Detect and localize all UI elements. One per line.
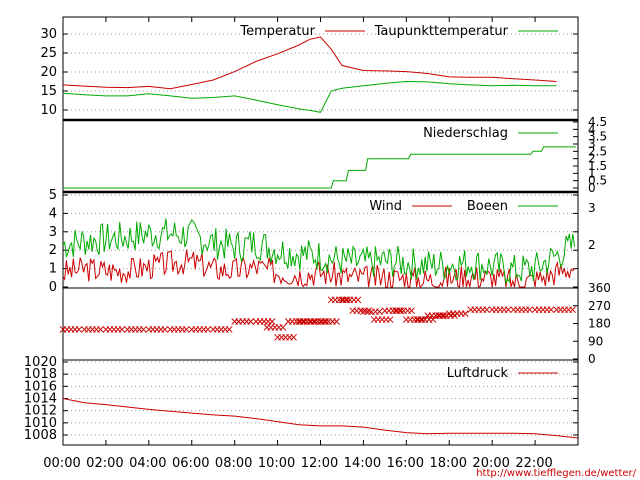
- y-tick-label: 0: [49, 280, 57, 295]
- x-tick-label: 20:00: [472, 456, 509, 471]
- x-tick-label: 04:00: [129, 456, 166, 471]
- y-tick-label: 3: [49, 225, 57, 240]
- x-tick-label: 10:00: [258, 456, 295, 471]
- direction-marker: [397, 307, 405, 315]
- y-tick-label: 1008: [24, 428, 57, 443]
- y-tick-label-right: 180: [588, 317, 611, 331]
- pressure-legend-label: Luftdruck: [447, 366, 509, 381]
- x-tick-label: 12:00: [301, 456, 338, 471]
- y-tick-label-right: 270: [588, 299, 611, 313]
- temperature-line: [62, 36, 557, 90]
- direction-marker: [161, 326, 169, 333]
- wind-legend-label: Wind: [369, 199, 402, 214]
- y-tick-label: 15: [40, 84, 57, 99]
- direction-marker: [118, 326, 126, 333]
- x-tick-label: 16:00: [387, 456, 424, 471]
- y-tick-label: 25: [40, 46, 57, 61]
- y-tick-label-right: 4.5: [588, 115, 607, 129]
- direction-marker: [225, 326, 233, 333]
- y-tick-label-right: 2.5: [588, 144, 607, 158]
- x-tick-label: 02:00: [86, 456, 123, 471]
- direction-marker: [279, 324, 287, 331]
- y-tick-label: 20: [40, 65, 57, 80]
- y-tick-label-right: 2: [588, 152, 596, 166]
- direction-marker: [333, 318, 340, 325]
- direction-marker: [140, 326, 147, 333]
- direction-marker: [97, 326, 104, 333]
- y-tick-label-right: 360: [588, 281, 611, 295]
- y2-tick-label: 3: [588, 201, 596, 215]
- direction-marker: [204, 326, 212, 333]
- y-tick-label: 5: [49, 188, 57, 203]
- direction-marker: [418, 316, 426, 323]
- direction-marker: [429, 316, 437, 323]
- x-tick-label: 08:00: [215, 456, 252, 471]
- y-tick-label-right: 0.5: [588, 174, 607, 188]
- y-tick-label-right: 1: [588, 166, 596, 180]
- y-tick-label-right: 0: [588, 352, 596, 366]
- y-tick-label: 2: [49, 243, 57, 258]
- direction-marker: [408, 307, 415, 315]
- gust-line: [62, 218, 576, 285]
- precipitation-line: [63, 146, 576, 189]
- y-tick-label: 1012: [24, 404, 57, 419]
- y-tick-label-right: 3: [588, 137, 596, 151]
- direction-marker: [247, 318, 255, 325]
- x-tick-label: 06:00: [172, 456, 209, 471]
- dewpoint-line: [62, 80, 557, 113]
- direction-marker: [75, 326, 83, 333]
- dewpoint-legend-label: Taupunkttemperatur: [374, 24, 509, 39]
- y-tick-label: 30: [40, 27, 57, 42]
- y-tick-label-right: 0: [588, 181, 596, 195]
- y-tick-label: 4: [49, 206, 57, 221]
- direction-marker: [526, 306, 533, 314]
- y-tick-label: 1: [49, 262, 57, 277]
- y-tick-label: 1016: [24, 379, 57, 394]
- direction-marker: [461, 310, 469, 317]
- gust-legend-label: Boeen: [467, 199, 508, 214]
- direction-marker: [268, 318, 276, 325]
- y-tick-label-right: 1.5: [588, 159, 607, 173]
- direction-marker: [311, 318, 319, 325]
- direction-marker: [504, 306, 512, 314]
- x-tick-label: 22:00: [515, 456, 552, 471]
- pressure-line: [62, 398, 579, 439]
- direction-marker: [569, 306, 576, 314]
- source-url: http://www.tiefflegen.de/wetter/: [476, 468, 636, 479]
- y-tick-label: 10: [40, 103, 57, 118]
- direction-marker: [376, 308, 383, 316]
- precipitation-legend-label: Niederschlag: [423, 126, 508, 141]
- direction-marker: [483, 306, 491, 314]
- direction-marker: [290, 333, 297, 341]
- direction-marker: [322, 318, 330, 325]
- direction-marker: [343, 296, 351, 304]
- y2-tick-label: 2: [588, 238, 596, 252]
- y-tick-label: 1018: [24, 367, 57, 382]
- direction-marker: [300, 318, 308, 325]
- y-tick-label: 1020: [24, 355, 57, 370]
- temperature-legend-label: Temperatur: [239, 24, 315, 39]
- direction-marker: [547, 306, 555, 314]
- y-tick-label-right: 4: [588, 122, 596, 136]
- y-tick-label-right: 3.5: [588, 130, 607, 144]
- x-tick-label: 00:00: [43, 456, 80, 471]
- direction-marker: [354, 296, 362, 304]
- wind-line: [62, 249, 575, 288]
- y-tick-label: 1010: [24, 416, 57, 431]
- x-tick-label: 14:00: [344, 456, 381, 471]
- y-tick-label: 1014: [24, 392, 57, 407]
- x-tick-label: 18:00: [430, 456, 467, 471]
- direction-marker: [182, 326, 190, 333]
- direction-marker: [440, 312, 448, 319]
- y-tick-label-right: 90: [588, 334, 603, 348]
- direction-marker: [386, 316, 394, 323]
